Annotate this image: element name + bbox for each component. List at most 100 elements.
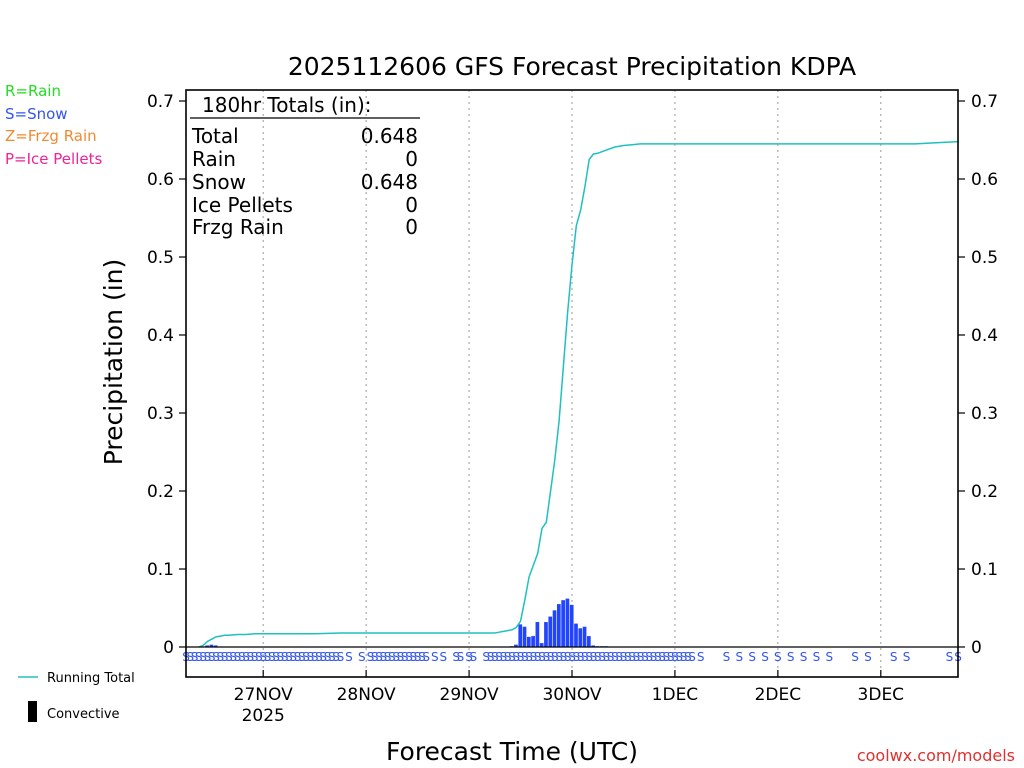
totals-value-snow: 0.648 bbox=[361, 170, 418, 194]
ptype-mark: S bbox=[470, 650, 478, 664]
y-tick-label: 0.2 bbox=[971, 482, 998, 502]
ptype-mark: S bbox=[375, 650, 383, 664]
totals-label-total: Total bbox=[191, 124, 239, 148]
ptype-mark: S bbox=[585, 650, 593, 664]
ptype-mark: S bbox=[324, 650, 332, 664]
ptype-mark: S bbox=[409, 650, 417, 664]
precip-bar bbox=[548, 616, 553, 647]
ptype-mark: S bbox=[337, 650, 345, 664]
ptype-mark: S bbox=[813, 650, 821, 664]
totals-box: 180hr Totals (in): Total 0.648 Rain 0 Sn… bbox=[190, 93, 420, 239]
series-legend: Running Total Convective bbox=[18, 671, 135, 722]
ptype-mark: S bbox=[602, 650, 610, 664]
x-tick-label: 29NOV bbox=[440, 685, 499, 705]
ptype-mark: S bbox=[500, 650, 508, 664]
ptype-mark: S bbox=[204, 650, 212, 664]
ptype-mark: S bbox=[598, 650, 606, 664]
legend-frzg-rain: Z=Frzg Rain bbox=[5, 127, 97, 145]
gridlines bbox=[262, 90, 882, 677]
precip-bar bbox=[522, 626, 527, 647]
precip-bar bbox=[552, 610, 557, 647]
ptype-mark: S bbox=[534, 650, 542, 664]
precip-bar bbox=[565, 598, 570, 647]
ptype-mark: S bbox=[401, 650, 409, 664]
ptype-mark: S bbox=[517, 650, 525, 664]
ptype-mark: S bbox=[594, 650, 602, 664]
ptype-mark: S bbox=[294, 650, 302, 664]
precip-bar bbox=[578, 628, 583, 647]
ptype-mark: S bbox=[723, 650, 731, 664]
ptype-mark: S bbox=[697, 650, 705, 664]
ptype-mark: S bbox=[208, 650, 216, 664]
ptype-mark: S bbox=[641, 650, 649, 664]
y-tick-label: 0.5 bbox=[147, 248, 174, 268]
ptype-mark: S bbox=[414, 650, 422, 664]
ptype-mark: S bbox=[285, 650, 293, 664]
legend-convective: Convective bbox=[47, 707, 120, 722]
ptype-mark: S bbox=[268, 650, 276, 664]
y-ticks-left: 0 0.1 0.2 0.3 0.4 0.5 0.6 0.7 bbox=[147, 92, 186, 658]
ptype-mark: S bbox=[504, 650, 512, 664]
ptype-mark: S bbox=[482, 650, 490, 664]
ptype-mark: S bbox=[658, 650, 666, 664]
ptype-mark: S bbox=[388, 650, 396, 664]
ptype-mark: S bbox=[542, 650, 550, 664]
y-tick-label: 0.7 bbox=[147, 92, 174, 112]
y-tick-label: 0 bbox=[163, 638, 174, 658]
ptype-mark: S bbox=[195, 650, 203, 664]
ptype-mark: S bbox=[422, 650, 430, 664]
precip-bars bbox=[205, 598, 608, 647]
y-ticks-right: 0 0.1 0.2 0.3 0.4 0.5 0.6 0.7 bbox=[958, 92, 998, 658]
ptype-mark: S bbox=[405, 650, 413, 664]
ptype-mark: S bbox=[851, 650, 859, 664]
ptype-mark: S bbox=[663, 650, 671, 664]
ptype-mark: S bbox=[581, 650, 589, 664]
ptype-mark: S bbox=[272, 650, 280, 664]
precip-bar bbox=[213, 645, 218, 647]
ptype-mark: S bbox=[568, 650, 576, 664]
totals-value-total: 0.648 bbox=[361, 124, 418, 148]
x-tick-label: 30NOV bbox=[542, 685, 601, 705]
ptype-mark: S bbox=[654, 650, 662, 664]
precip-bar bbox=[209, 644, 214, 647]
legend-running-total: Running Total bbox=[47, 671, 135, 686]
ptype-mark: S bbox=[611, 650, 619, 664]
ptype-mark: S bbox=[671, 650, 679, 664]
ptype-mark: S bbox=[521, 650, 529, 664]
ptype-mark: S bbox=[495, 650, 503, 664]
totals-label-rain: Rain bbox=[192, 147, 236, 171]
y-tick-label: 0.6 bbox=[971, 170, 998, 190]
ptype-mark: S bbox=[277, 650, 285, 664]
ptype-mark: S bbox=[328, 650, 336, 664]
x-tick-label: 28NOV bbox=[337, 685, 396, 705]
totals-value-frzg-rain: 0 bbox=[405, 215, 418, 239]
ptype-mark: S bbox=[633, 650, 641, 664]
ptype-mark: S bbox=[650, 650, 658, 664]
precip-bar bbox=[539, 643, 544, 647]
ptype-mark: S bbox=[667, 650, 675, 664]
ptype-mark: S bbox=[384, 650, 392, 664]
ptype-mark: S bbox=[748, 650, 756, 664]
y-tick-label: 0.1 bbox=[971, 560, 998, 580]
ptype-mark: S bbox=[560, 650, 568, 664]
ptype-mark: S bbox=[358, 650, 366, 664]
precip-bar bbox=[205, 645, 209, 647]
ptype-mark: S bbox=[234, 650, 242, 664]
y-tick-label: 0 bbox=[971, 638, 982, 658]
ptype-mark: S bbox=[645, 650, 653, 664]
ptype-mark: S bbox=[538, 650, 546, 664]
ptype-mark: S bbox=[590, 650, 598, 664]
y-tick-label: 0.1 bbox=[147, 560, 174, 580]
totals-label-frzg-rain: Frzg Rain bbox=[192, 215, 284, 239]
precip-bar bbox=[561, 600, 565, 647]
y-tick-label: 0.7 bbox=[971, 92, 998, 112]
ptype-mark: S bbox=[440, 650, 448, 664]
ptype-mark: S bbox=[191, 650, 199, 664]
watermark: coolwx.com/models bbox=[857, 746, 1015, 765]
running-total-line bbox=[198, 140, 959, 648]
ptype-mark: S bbox=[418, 650, 426, 664]
precip-bar bbox=[569, 604, 574, 647]
ptype-mark: S bbox=[787, 650, 795, 664]
